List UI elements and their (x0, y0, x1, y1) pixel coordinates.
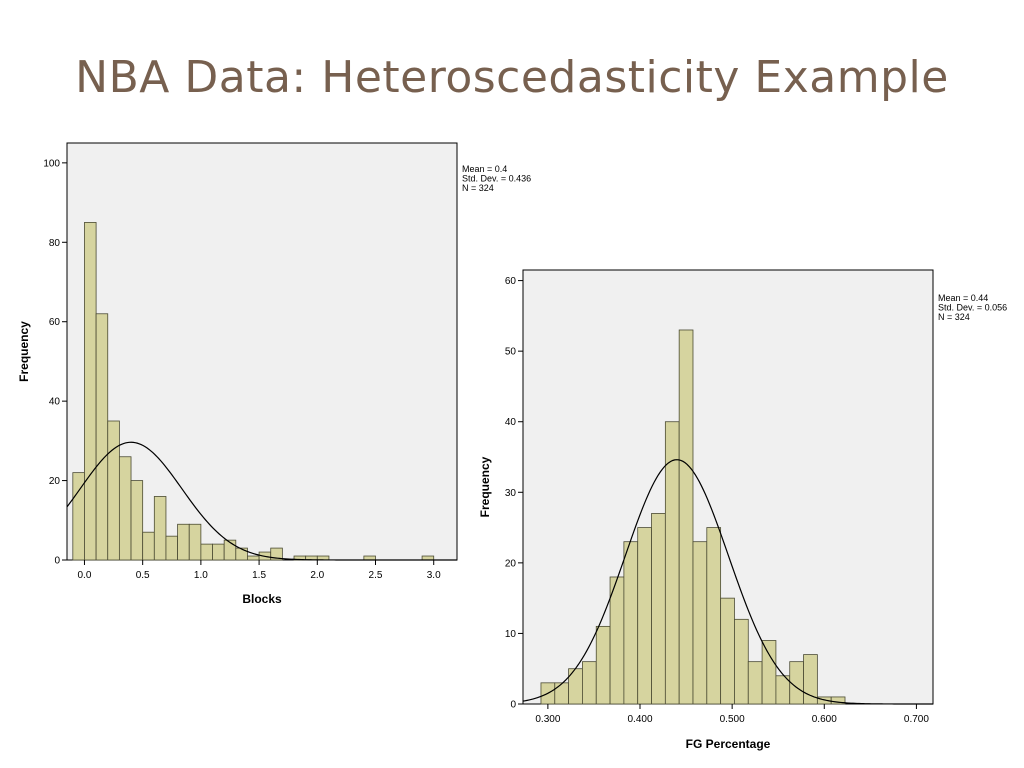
histogram-bar (637, 527, 652, 705)
histogram-bar (678, 329, 694, 705)
y-axis-label: Frequency (478, 456, 492, 517)
histogram-bar (609, 576, 625, 705)
histogram-bar (130, 480, 144, 561)
normal-curve (522, 459, 933, 705)
stats-line: Std. Dev. = 0.056 (938, 303, 1007, 313)
x-tick-label: 1.5 (252, 570, 266, 581)
histogram-bar (235, 547, 248, 561)
histogram-bar (554, 682, 570, 705)
y-tick-label: 40 (49, 397, 61, 408)
normal-curve (66, 441, 457, 561)
y-tick-label: 80 (49, 238, 61, 249)
histogram-bar (761, 640, 777, 705)
histogram-bar (720, 597, 735, 705)
y-tick-label: 50 (505, 347, 517, 358)
x-tick-label: 0.500 (720, 714, 745, 725)
y-tick-label: 10 (505, 629, 517, 640)
y-tick-label: 20 (505, 558, 517, 569)
x-tick-label: 0.5 (136, 570, 150, 581)
histogram-bar (830, 696, 846, 705)
histogram-bar (706, 527, 722, 705)
x-axis-label: FG Percentage (686, 737, 771, 751)
x-tick-label: 0.0 (78, 570, 92, 581)
y-tick-label: 60 (49, 317, 61, 328)
histogram-bar (692, 541, 708, 705)
histogram-bar (803, 654, 818, 705)
y-axis-label: Frequency (17, 321, 31, 382)
y-tick-label: 30 (505, 488, 517, 499)
stats-line: N = 324 (462, 183, 494, 193)
x-tick-label: 0.400 (627, 714, 652, 725)
slide-title: NBA Data: Heteroscedasticity Example (75, 52, 949, 103)
x-axis-label: Blocks (242, 592, 282, 606)
y-tick-label: 0 (510, 700, 516, 711)
x-tick-label: 0.300 (535, 714, 560, 725)
y-tick-label: 60 (505, 276, 517, 287)
histogram-bar (747, 661, 763, 705)
y-tick-label: 0 (54, 556, 60, 567)
histogram-bar (595, 625, 611, 705)
y-tick-label: 40 (505, 417, 517, 428)
stats-line: Mean = 0.4 (462, 164, 507, 174)
histogram-bar (582, 661, 597, 705)
histogram-bar (270, 547, 283, 561)
stats-line: Std. Dev. = 0.436 (462, 174, 531, 184)
x-tick-label: 3.0 (427, 570, 441, 581)
histogram-bar (623, 541, 639, 705)
y-tick-label: 20 (49, 476, 61, 487)
stats-line: Mean = 0.44 (938, 293, 988, 303)
x-tick-label: 2.5 (369, 570, 383, 581)
histogram-bar (734, 618, 749, 705)
x-tick-label: 0.600 (812, 714, 837, 725)
histogram-bar (188, 523, 202, 561)
stats-line: N = 324 (938, 312, 970, 322)
y-tick-label: 100 (43, 158, 60, 169)
x-tick-label: 1.0 (194, 570, 208, 581)
histogram-bar (153, 496, 167, 561)
x-tick-label: 0.700 (904, 714, 929, 725)
x-tick-label: 2.0 (310, 570, 324, 581)
histogram-bar (651, 513, 666, 705)
